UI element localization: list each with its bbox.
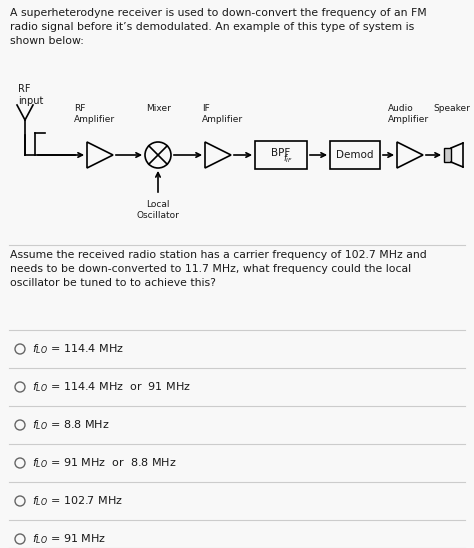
Text: A superheterodyne receiver is used to down-convert the frequency of an FM
radio : A superheterodyne receiver is used to do… [10,8,427,46]
Text: Assume the received radio station has a carrier frequency of 102.7 MHz and
needs: Assume the received radio station has a … [10,250,427,288]
Text: Local
Oscillator: Local Oscillator [137,200,180,220]
Bar [255,141,307,169]
Text: Speaker: Speaker [434,104,470,113]
Text: $f_{LO}$ = 102.7 MHz: $f_{LO}$ = 102.7 MHz [32,494,123,508]
Text: $f_{LO}$ = 114.4 MHz  or  91 MHz: $f_{LO}$ = 114.4 MHz or 91 MHz [32,380,191,394]
Text: Mixer: Mixer [146,104,171,113]
Bar [330,141,380,169]
Text: $f_{LO}$ = 114.4 MHz: $f_{LO}$ = 114.4 MHz [32,342,124,356]
Text: BPF: BPF [272,148,291,158]
Text: $f_{LO}$ = 8.8 MHz: $f_{LO}$ = 8.8 MHz [32,418,109,432]
Text: $f_{LO}$ = 91 MHz  or  8.8 MHz: $f_{LO}$ = 91 MHz or 8.8 MHz [32,456,176,470]
Text: Audio
Amplifier: Audio Amplifier [388,104,429,124]
Text: IF
Amplifier: IF Amplifier [202,104,243,124]
Text: Demod: Demod [336,150,374,160]
Bar [444,148,451,162]
Text: $f_{IF}$: $f_{IF}$ [283,153,293,165]
Text: RF
input: RF input [18,84,44,106]
Text: $f_{LO}$ = 91 MHz: $f_{LO}$ = 91 MHz [32,532,106,546]
Text: RF
Amplifier: RF Amplifier [74,104,115,124]
